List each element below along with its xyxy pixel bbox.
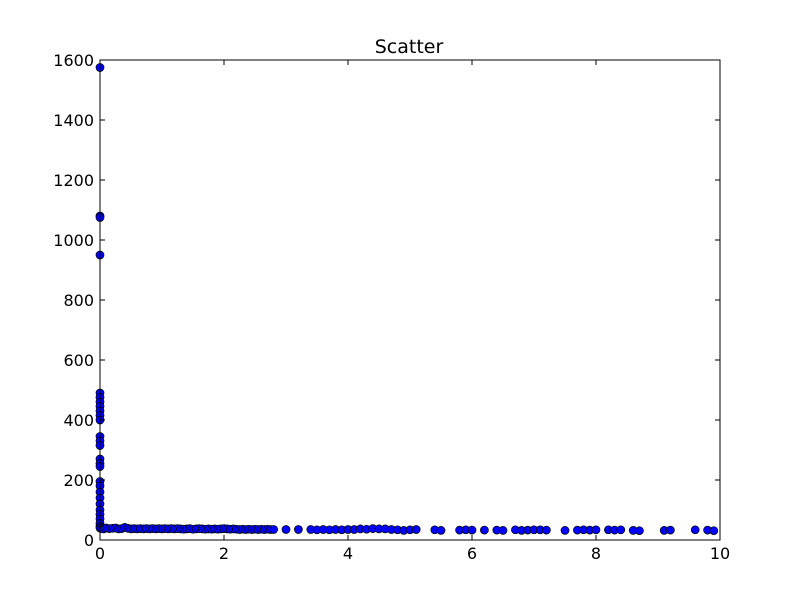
y-tick-label: 1600 — [53, 51, 94, 70]
x-tick-label: 4 — [343, 544, 353, 563]
y-tick-label: 1000 — [53, 231, 94, 250]
y-tick-label: 200 — [63, 471, 94, 490]
data-points — [95, 63, 719, 536]
data-point — [542, 525, 551, 535]
data-point — [467, 525, 477, 535]
y-tick-label: 800 — [63, 291, 94, 310]
y-tick-label: 1400 — [53, 111, 94, 130]
x-tick-label: 2 — [219, 544, 229, 563]
y-tick-label: 400 — [63, 411, 94, 430]
x-tick-label: 0 — [95, 544, 105, 563]
x-tick-label: 10 — [710, 544, 730, 563]
data-point — [269, 525, 278, 534]
data-point — [635, 526, 644, 536]
data-point — [411, 525, 421, 534]
data-point — [616, 525, 626, 535]
data-point — [281, 525, 291, 534]
plot-frame — [99, 59, 721, 541]
data-point — [690, 525, 700, 535]
data-point — [591, 525, 601, 535]
data-point — [498, 526, 508, 535]
x-axis: 0 2 4 6 8 10 — [95, 60, 730, 563]
data-point — [294, 525, 303, 534]
data-point — [709, 526, 719, 536]
y-tick-label: 0 — [84, 531, 94, 550]
y-tick-label: 600 — [63, 351, 94, 370]
data-point — [436, 526, 446, 535]
data-point — [480, 525, 489, 535]
chart-title: Scatter — [375, 36, 444, 58]
x-tick-label: 8 — [591, 544, 601, 563]
y-axis: 0 200 400 600 800 1000 1200 1400 1600 — [53, 51, 720, 550]
y-tick-label: 1200 — [53, 171, 94, 190]
x-tick-label: 6 — [467, 544, 477, 563]
data-point — [666, 525, 675, 535]
data-point — [560, 526, 570, 535]
